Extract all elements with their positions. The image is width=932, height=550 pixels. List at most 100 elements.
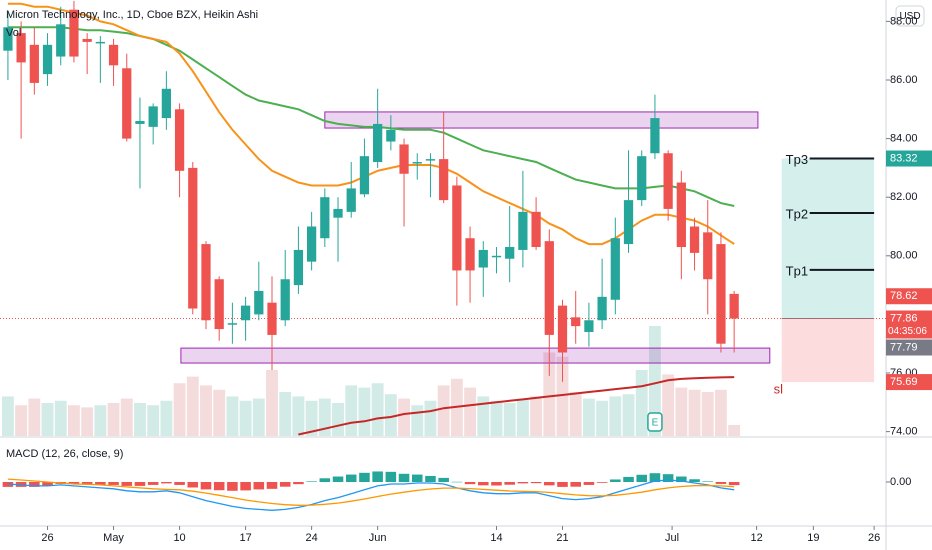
price-tag-label: 77.79 [890, 341, 918, 353]
price-tag [886, 150, 932, 167]
macd-histogram-bar [464, 482, 476, 485]
candle-body [386, 129, 396, 142]
x-tick-label: 26 [41, 532, 53, 544]
candle-body [16, 33, 26, 63]
volume-bar [662, 374, 675, 436]
candle-body [161, 88, 171, 119]
volume-label: Vol [6, 27, 21, 39]
candle-body [122, 68, 132, 139]
macd-histogram-bar [147, 482, 159, 485]
macd-histogram-bar [649, 473, 661, 482]
macd-histogram-bar [161, 482, 172, 484]
macd-histogram-bar [504, 482, 515, 485]
macd-histogram-bar [438, 477, 449, 482]
macd-histogram-bar [293, 482, 304, 485]
target-label: Tp1 [786, 263, 808, 278]
volume-bar [516, 398, 529, 436]
candle-body [240, 305, 251, 321]
x-tick-label: 12 [750, 532, 762, 544]
candle-body [478, 249, 488, 268]
volume-bar [688, 389, 701, 436]
y-tick-label: 88.00 [890, 15, 918, 27]
volume-bar [622, 394, 635, 436]
volume-bar [134, 403, 146, 436]
candle-body [135, 121, 145, 124]
volume-bar [556, 356, 569, 436]
volume-bar [252, 398, 265, 436]
volume-bar [292, 396, 305, 436]
macd-histogram-bar [557, 482, 568, 487]
volume-bar [54, 400, 67, 436]
macd-line [7, 479, 735, 511]
x-tick-label: 21 [556, 532, 568, 544]
macd-histogram-bar [187, 482, 199, 488]
candle-body [3, 27, 13, 51]
volume-bar [345, 385, 358, 436]
volume-bar [398, 398, 410, 436]
candle-body [505, 247, 515, 259]
y-tick-label: 80.00 [890, 250, 918, 262]
x-tick-label: 10 [173, 532, 185, 544]
volume-bar [477, 396, 490, 436]
candle-body [637, 156, 647, 201]
volume-bar [715, 389, 727, 436]
macd-histogram-bar [372, 471, 383, 482]
candle-body [544, 241, 554, 335]
y-tick-label: 82.00 [890, 191, 918, 203]
volume-bar [635, 370, 648, 436]
volume-bar [107, 403, 120, 436]
x-tick-label: Jul [665, 532, 679, 544]
volume-bar [147, 405, 160, 436]
macd-histogram-bar [332, 476, 344, 482]
macd-histogram-bar [477, 482, 489, 486]
y-tick-label: 84.00 [890, 133, 918, 145]
candle-body [56, 24, 66, 57]
candle-body [623, 200, 634, 245]
candle-body [716, 244, 726, 344]
volume-bar [437, 385, 450, 436]
macd-histogram-bar [319, 478, 331, 482]
macd-histogram-bar [425, 475, 436, 482]
candle-body [491, 255, 502, 258]
volume-bar [543, 352, 556, 436]
candle-body [293, 249, 304, 286]
candle-body [689, 226, 700, 253]
candle-body [306, 226, 317, 262]
candle-body [465, 238, 475, 271]
target-label: Tp2 [786, 206, 808, 221]
earnings-label: E [652, 418, 659, 429]
earnings-icon [647, 412, 663, 432]
x-tick-label: 17 [239, 532, 251, 544]
volume-bar [186, 376, 199, 436]
macd-histogram-bar [398, 473, 410, 482]
candle-body [584, 320, 594, 332]
candle-body [557, 305, 568, 353]
candle-body [676, 182, 686, 248]
candle-body [214, 279, 224, 330]
price-tag [886, 310, 932, 339]
volume-bar [411, 405, 424, 436]
macd-histogram-bar [411, 474, 423, 482]
volume-bar [609, 396, 622, 436]
macd-title: MACD (12, 26, close, 9) [6, 448, 123, 460]
currency-button[interactable] [895, 5, 925, 27]
candle-body [320, 197, 330, 239]
price-tag-label: 77.86 [890, 312, 918, 324]
candle-body [108, 44, 119, 66]
candle-body [399, 144, 409, 174]
macd-histogram-bar [29, 482, 40, 487]
loss-area [781, 318, 875, 383]
x-tick-label: 24 [305, 532, 317, 544]
candle-body [703, 232, 713, 280]
volume-bar [266, 370, 278, 436]
macd-histogram-bar [306, 481, 317, 482]
currency-label[interactable]: USD [899, 11, 920, 22]
macd-histogram-bar [345, 474, 357, 482]
macd-histogram-bar [610, 479, 621, 482]
x-tick-label: 14 [490, 532, 502, 544]
candle-body [650, 118, 660, 154]
candle-body [518, 211, 528, 250]
volume-bar [596, 400, 609, 436]
macd-histogram-bar [42, 482, 53, 486]
